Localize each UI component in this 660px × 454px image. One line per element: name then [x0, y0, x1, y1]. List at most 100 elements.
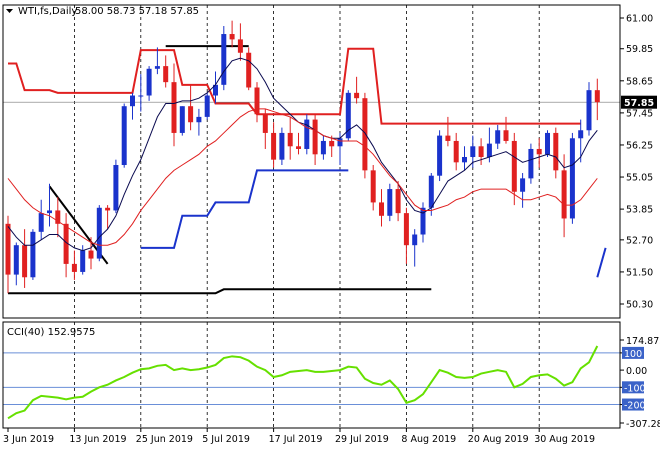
candle[interactable]: [5, 215, 11, 294]
candle[interactable]: [495, 124, 501, 149]
candle[interactable]: [246, 47, 252, 91]
candle[interactable]: [138, 74, 144, 112]
candle-body: [262, 114, 268, 133]
candle[interactable]: [30, 229, 36, 280]
x-tick-label: 17 Jul 2019: [269, 434, 323, 445]
candle[interactable]: [296, 132, 301, 155]
candle-body: [5, 223, 11, 275]
candle[interactable]: [578, 119, 584, 163]
candle[interactable]: [329, 135, 335, 157]
candle[interactable]: [545, 130, 550, 157]
candle[interactable]: [279, 127, 285, 166]
candle-body: [528, 148, 534, 179]
candle-body: [179, 106, 185, 133]
candle-body: [445, 135, 451, 141]
candle[interactable]: [445, 116, 451, 147]
candle-body: [420, 207, 426, 235]
candle[interactable]: [188, 84, 194, 131]
candle-body: [569, 138, 575, 219]
candle[interactable]: [179, 106, 185, 136]
candle-body: [154, 66, 160, 69]
candle[interactable]: [254, 82, 260, 123]
candle[interactable]: [553, 127, 559, 179]
candle[interactable]: [594, 78, 600, 121]
candle[interactable]: [453, 132, 459, 171]
candle[interactable]: [38, 199, 44, 240]
candle[interactable]: [320, 135, 326, 160]
candle[interactable]: [221, 26, 227, 91]
candle[interactable]: [213, 71, 218, 104]
cci-axis-label: -307.287: [626, 419, 660, 430]
candle[interactable]: [47, 183, 52, 227]
candle-body: [171, 82, 177, 133]
candle[interactable]: [154, 47, 160, 75]
price-axis-label: 57.45: [626, 108, 653, 119]
price-axis-label: 61.00: [626, 14, 653, 25]
candle[interactable]: [130, 92, 135, 120]
candle[interactable]: [163, 55, 169, 88]
candle[interactable]: [13, 242, 19, 286]
candle[interactable]: [586, 82, 592, 136]
candle-body: [96, 207, 102, 259]
candle[interactable]: [478, 138, 484, 166]
candle[interactable]: [511, 132, 517, 206]
candle-body: [229, 34, 235, 40]
candle[interactable]: [63, 213, 69, 278]
candle-body: [146, 68, 152, 96]
candle[interactable]: [121, 103, 127, 168]
candle[interactable]: [520, 173, 526, 208]
chevron-down-icon[interactable]: [6, 9, 13, 13]
candle[interactable]: [412, 229, 418, 267]
candle[interactable]: [229, 20, 235, 48]
candle[interactable]: [287, 116, 293, 160]
x-tick-label: 8 Aug 2019: [401, 434, 456, 445]
candle-body: [130, 95, 135, 107]
candle[interactable]: [536, 138, 542, 168]
candle[interactable]: [304, 114, 310, 155]
candle[interactable]: [569, 132, 575, 224]
candle[interactable]: [146, 66, 152, 101]
candle[interactable]: [237, 23, 243, 61]
candle[interactable]: [271, 122, 277, 168]
cci-label: CCI(40) 152.9575: [7, 327, 95, 338]
candle-body: [296, 146, 301, 149]
candle[interactable]: [503, 116, 509, 144]
candle[interactable]: [387, 183, 393, 222]
candle[interactable]: [379, 189, 384, 227]
candle[interactable]: [204, 92, 210, 120]
candle[interactable]: [55, 197, 61, 238]
candle-body: [462, 156, 467, 163]
candle[interactable]: [462, 146, 467, 171]
candle-body: [561, 170, 567, 219]
candle[interactable]: [113, 159, 119, 214]
candle[interactable]: [22, 229, 28, 288]
price-axis-label: 51.50: [626, 267, 653, 278]
candle[interactable]: [354, 76, 360, 104]
candle[interactable]: [96, 205, 102, 262]
projection-line: [596, 247, 607, 278]
candle[interactable]: [362, 92, 368, 179]
candle-body: [379, 202, 384, 216]
candle[interactable]: [403, 207, 409, 264]
price-axis-label: 58.65: [626, 76, 653, 87]
candle[interactable]: [312, 114, 318, 166]
candle[interactable]: [437, 130, 443, 182]
candle[interactable]: [171, 63, 177, 147]
candle[interactable]: [428, 173, 434, 216]
candle[interactable]: [262, 108, 268, 149]
candle-body: [188, 106, 194, 123]
candle[interactable]: [71, 250, 77, 280]
candle[interactable]: [196, 108, 202, 136]
candle[interactable]: [395, 181, 401, 222]
candle[interactable]: [528, 143, 534, 184]
candle[interactable]: [370, 165, 376, 211]
candle[interactable]: [345, 90, 351, 141]
candle[interactable]: [420, 202, 426, 243]
candle-body: [312, 119, 318, 155]
candle-body: [545, 132, 550, 155]
blue-stop-line: [140, 169, 349, 249]
candle[interactable]: [105, 205, 111, 230]
x-tick-label: 30 Aug 2019: [534, 434, 595, 445]
